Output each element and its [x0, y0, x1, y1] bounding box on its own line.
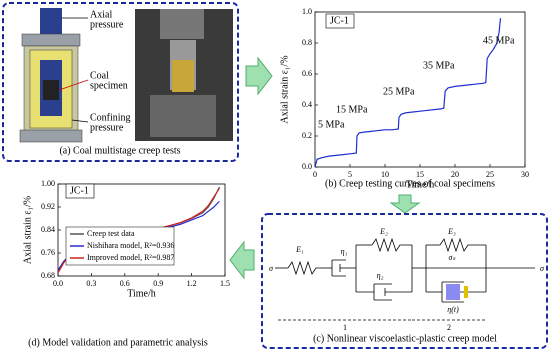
- x-axis-label: Time/h: [406, 179, 435, 190]
- x-tick-label: 30: [521, 170, 529, 179]
- model-label: η₂: [377, 271, 384, 280]
- label-box: [65, 183, 95, 199]
- arrow: [389, 194, 421, 214]
- model-label: E₁: [295, 245, 304, 254]
- model-label: σₛ: [449, 253, 457, 262]
- arrow: [229, 240, 255, 280]
- y-tick-label: 0.68: [41, 271, 55, 280]
- model-label: σ: [269, 264, 274, 273]
- model-label: 2: [447, 323, 451, 332]
- x-tick-label: 15: [416, 170, 424, 179]
- panel-frame: [261, 213, 548, 349]
- annotation: 35 MPa: [423, 60, 455, 71]
- x-axis-label: Time/h: [127, 288, 156, 299]
- x-tick-label: 5: [348, 170, 352, 179]
- x-tick-label: 0.3: [86, 279, 96, 288]
- arrow: [245, 56, 273, 96]
- chart-label: JC-1: [330, 15, 349, 26]
- y-axis-label: Axial strain ε₁/%: [22, 196, 33, 264]
- apparatus-photo: [135, 9, 233, 141]
- x-tick-label: 0.0: [53, 279, 63, 288]
- legend-label: Nishihara model, R²=0.936: [87, 241, 174, 250]
- caption: (c) Nonlinear viscoelastic-plastic creep…: [313, 333, 497, 344]
- apparatus-sketch: [19, 8, 89, 143]
- x-tick-label: 1.2: [187, 279, 197, 288]
- panel-frame: [2, 2, 239, 162]
- x-tick-label: 10: [381, 170, 389, 179]
- x-tick-label: 1.5: [220, 279, 230, 288]
- damper-fill: [446, 284, 460, 300]
- x-tick-label: 0.6: [120, 279, 130, 288]
- y-tick-label: 1.0: [302, 7, 312, 16]
- y-axis-label: Axial strain ε₁/%: [279, 55, 290, 123]
- callout-label: pressure: [90, 19, 124, 30]
- y-tick-label: 0.92: [41, 202, 55, 211]
- model-label: σ: [540, 264, 545, 273]
- y-tick-label: 0.8: [302, 38, 312, 47]
- series-line: [314, 18, 502, 168]
- model-label: η₁: [341, 247, 348, 256]
- callout-label: Axial: [90, 9, 112, 20]
- annotation: 15 MPa: [336, 104, 368, 115]
- callout-label: pressure: [90, 122, 124, 133]
- legend-label: Creep test data: [87, 229, 135, 238]
- label-box: [325, 13, 355, 29]
- y-tick-label: 1.00: [41, 179, 55, 188]
- model-label: E₃: [447, 227, 456, 236]
- model-sketch: [275, 237, 535, 321]
- y-tick-label: 0.4: [302, 100, 312, 109]
- callout-label: specimen: [90, 80, 128, 91]
- callout-label: Coal: [90, 70, 109, 81]
- annotation: 25 MPa: [383, 86, 415, 97]
- caption: (a) Coal multistage creep tests: [59, 145, 180, 156]
- damper-fill: [464, 286, 468, 298]
- y-tick-label: 0.84: [41, 225, 55, 234]
- y-tick-label: 0.76: [41, 248, 55, 257]
- model-label: E₂: [379, 227, 388, 236]
- callout-label: Confining: [90, 112, 131, 123]
- x-tick-label: 0.9: [153, 279, 163, 288]
- legend-label: Improved model, R²=0.987: [87, 253, 174, 262]
- caption: (b) Creep testing curves of coal specime…: [325, 178, 495, 189]
- y-tick-label: 0.6: [302, 69, 312, 78]
- caption: (d) Model validation and parametric anal…: [28, 337, 208, 348]
- x-tick-label: 0: [313, 170, 317, 179]
- chart-label: JC-1: [70, 185, 89, 196]
- model-label: η(t): [447, 305, 459, 314]
- x-tick-label: 25: [486, 170, 494, 179]
- x-tick-label: 20: [451, 170, 459, 179]
- y-tick-label: 0.0: [302, 162, 312, 171]
- annotation: 45 MPa: [483, 35, 515, 46]
- model-label: 1: [343, 323, 347, 332]
- y-tick-label: 0.2: [302, 131, 312, 140]
- annotation: 5 MPa: [318, 119, 345, 130]
